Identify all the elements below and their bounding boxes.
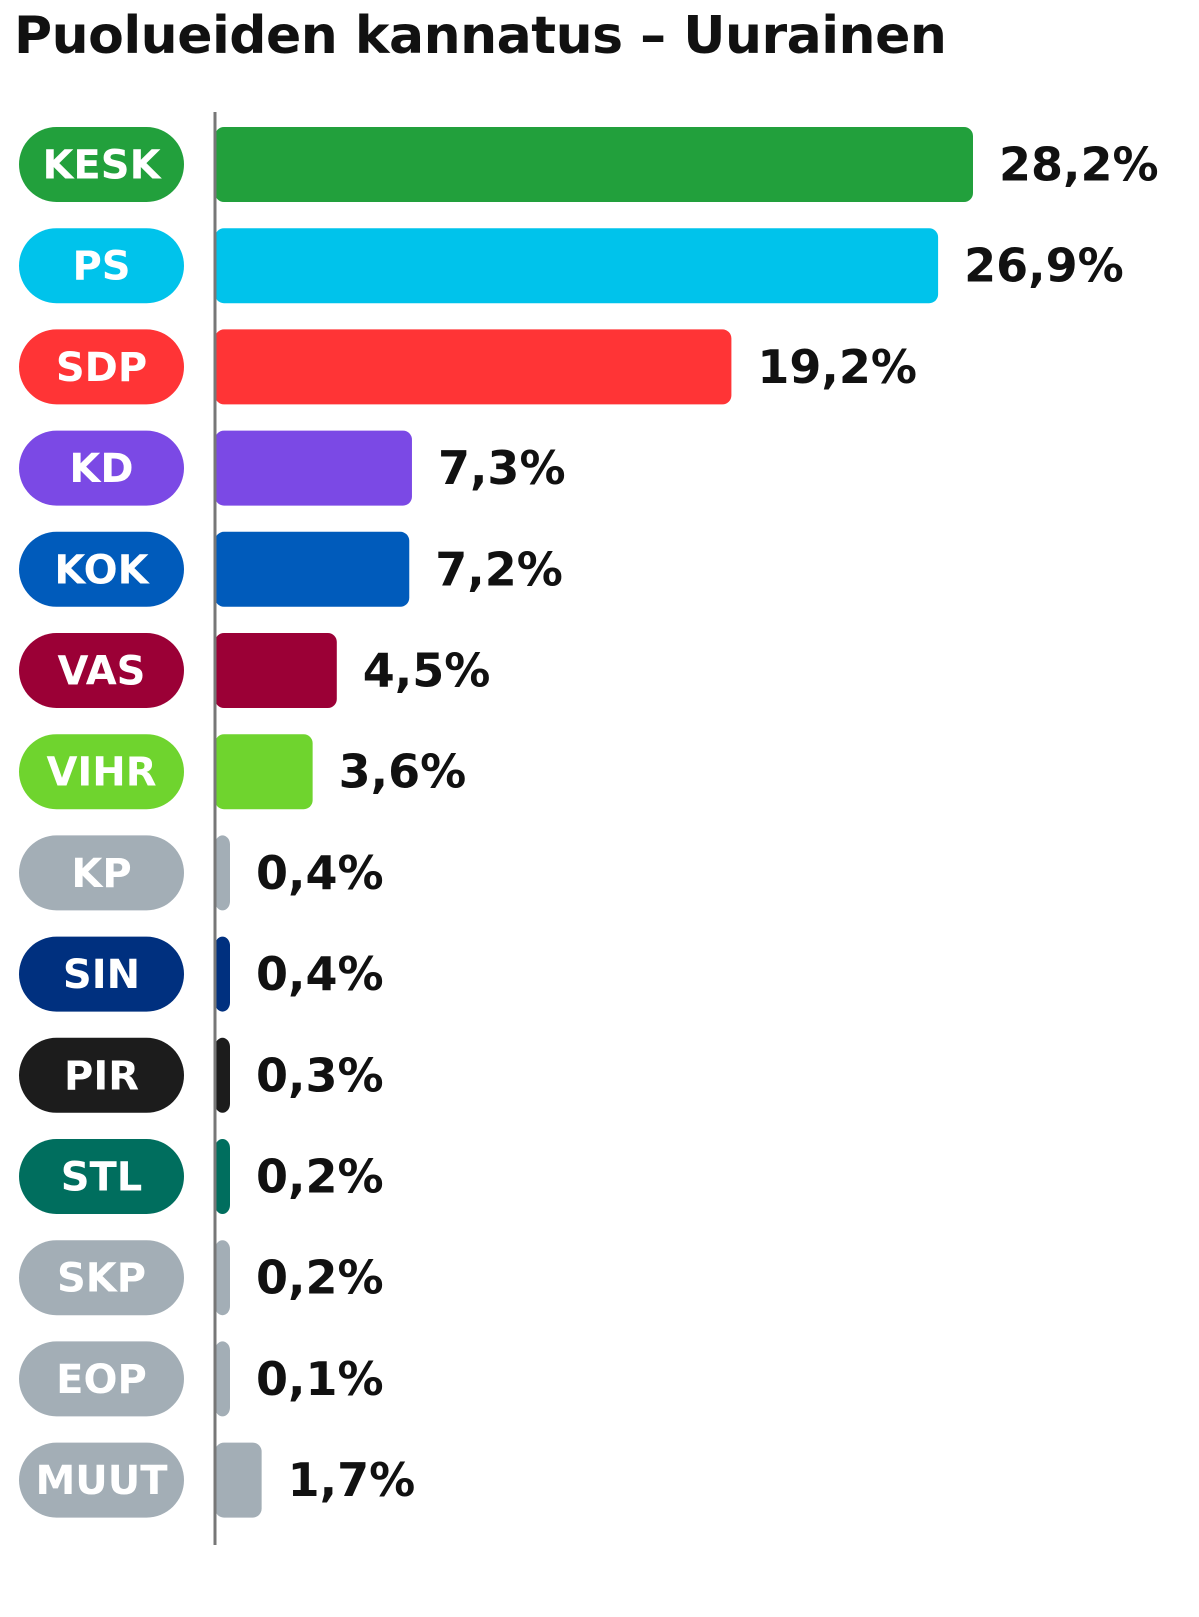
party-pill — [19, 835, 184, 911]
party-pill — [19, 633, 184, 708]
bar — [215, 228, 939, 304]
bar — [215, 1442, 262, 1518]
bar — [215, 1037, 230, 1113]
party-label: EOP — [56, 1357, 147, 1403]
party-pill — [19, 1341, 184, 1417]
party-label: KD — [69, 446, 133, 492]
party-label: KESK — [42, 143, 162, 189]
party-label: VIHR — [46, 750, 156, 796]
bar — [215, 1341, 230, 1417]
party-label: SDP — [56, 345, 147, 391]
party-label: VAS — [57, 649, 145, 695]
party-pill — [19, 531, 184, 607]
value-label: 3,6% — [339, 745, 467, 799]
party-pill — [19, 1037, 184, 1113]
party-label: PIR — [64, 1053, 139, 1099]
party-pill — [19, 329, 184, 405]
bar — [215, 633, 337, 708]
party-pill — [19, 228, 184, 304]
party-pill — [19, 127, 184, 202]
value-label: 19,2% — [757, 340, 917, 394]
party-label: SIN — [63, 952, 140, 998]
party-pill — [19, 734, 184, 810]
bar — [215, 1240, 230, 1316]
chart-title: Puolueiden kannatus – Uurainen — [14, 6, 947, 66]
party-pill — [19, 1240, 184, 1316]
value-label: 0,2% — [256, 1150, 384, 1204]
value-label: 1,7% — [288, 1453, 416, 1507]
party-pill — [19, 430, 184, 506]
value-label: 0,3% — [256, 1048, 384, 1102]
value-label: 0,1% — [256, 1352, 384, 1406]
party-label: SKP — [57, 1256, 146, 1302]
party-label: STL — [61, 1155, 143, 1201]
party-label: KP — [71, 851, 131, 897]
value-label: 0,2% — [256, 1251, 384, 1305]
value-label: 7,2% — [435, 542, 563, 596]
bar — [215, 1139, 230, 1214]
party-label: MUUT — [35, 1458, 168, 1504]
value-label: 28,2% — [999, 138, 1159, 192]
bar — [215, 127, 973, 202]
bar — [215, 734, 313, 810]
bar — [215, 531, 410, 607]
value-label: 4,5% — [363, 644, 491, 698]
value-label: 26,9% — [964, 239, 1124, 293]
value-label: 0,4% — [256, 947, 384, 1001]
bar — [215, 329, 732, 405]
value-label: 0,4% — [256, 846, 384, 900]
party-label: PS — [72, 244, 130, 290]
party-pill — [19, 1139, 184, 1214]
bar — [215, 835, 230, 911]
bar — [215, 430, 412, 506]
value-label: 7,3% — [438, 441, 566, 495]
bar — [215, 936, 230, 1012]
party-label: KOK — [54, 547, 150, 593]
party-pill — [19, 936, 184, 1012]
party-pill — [19, 1442, 184, 1518]
